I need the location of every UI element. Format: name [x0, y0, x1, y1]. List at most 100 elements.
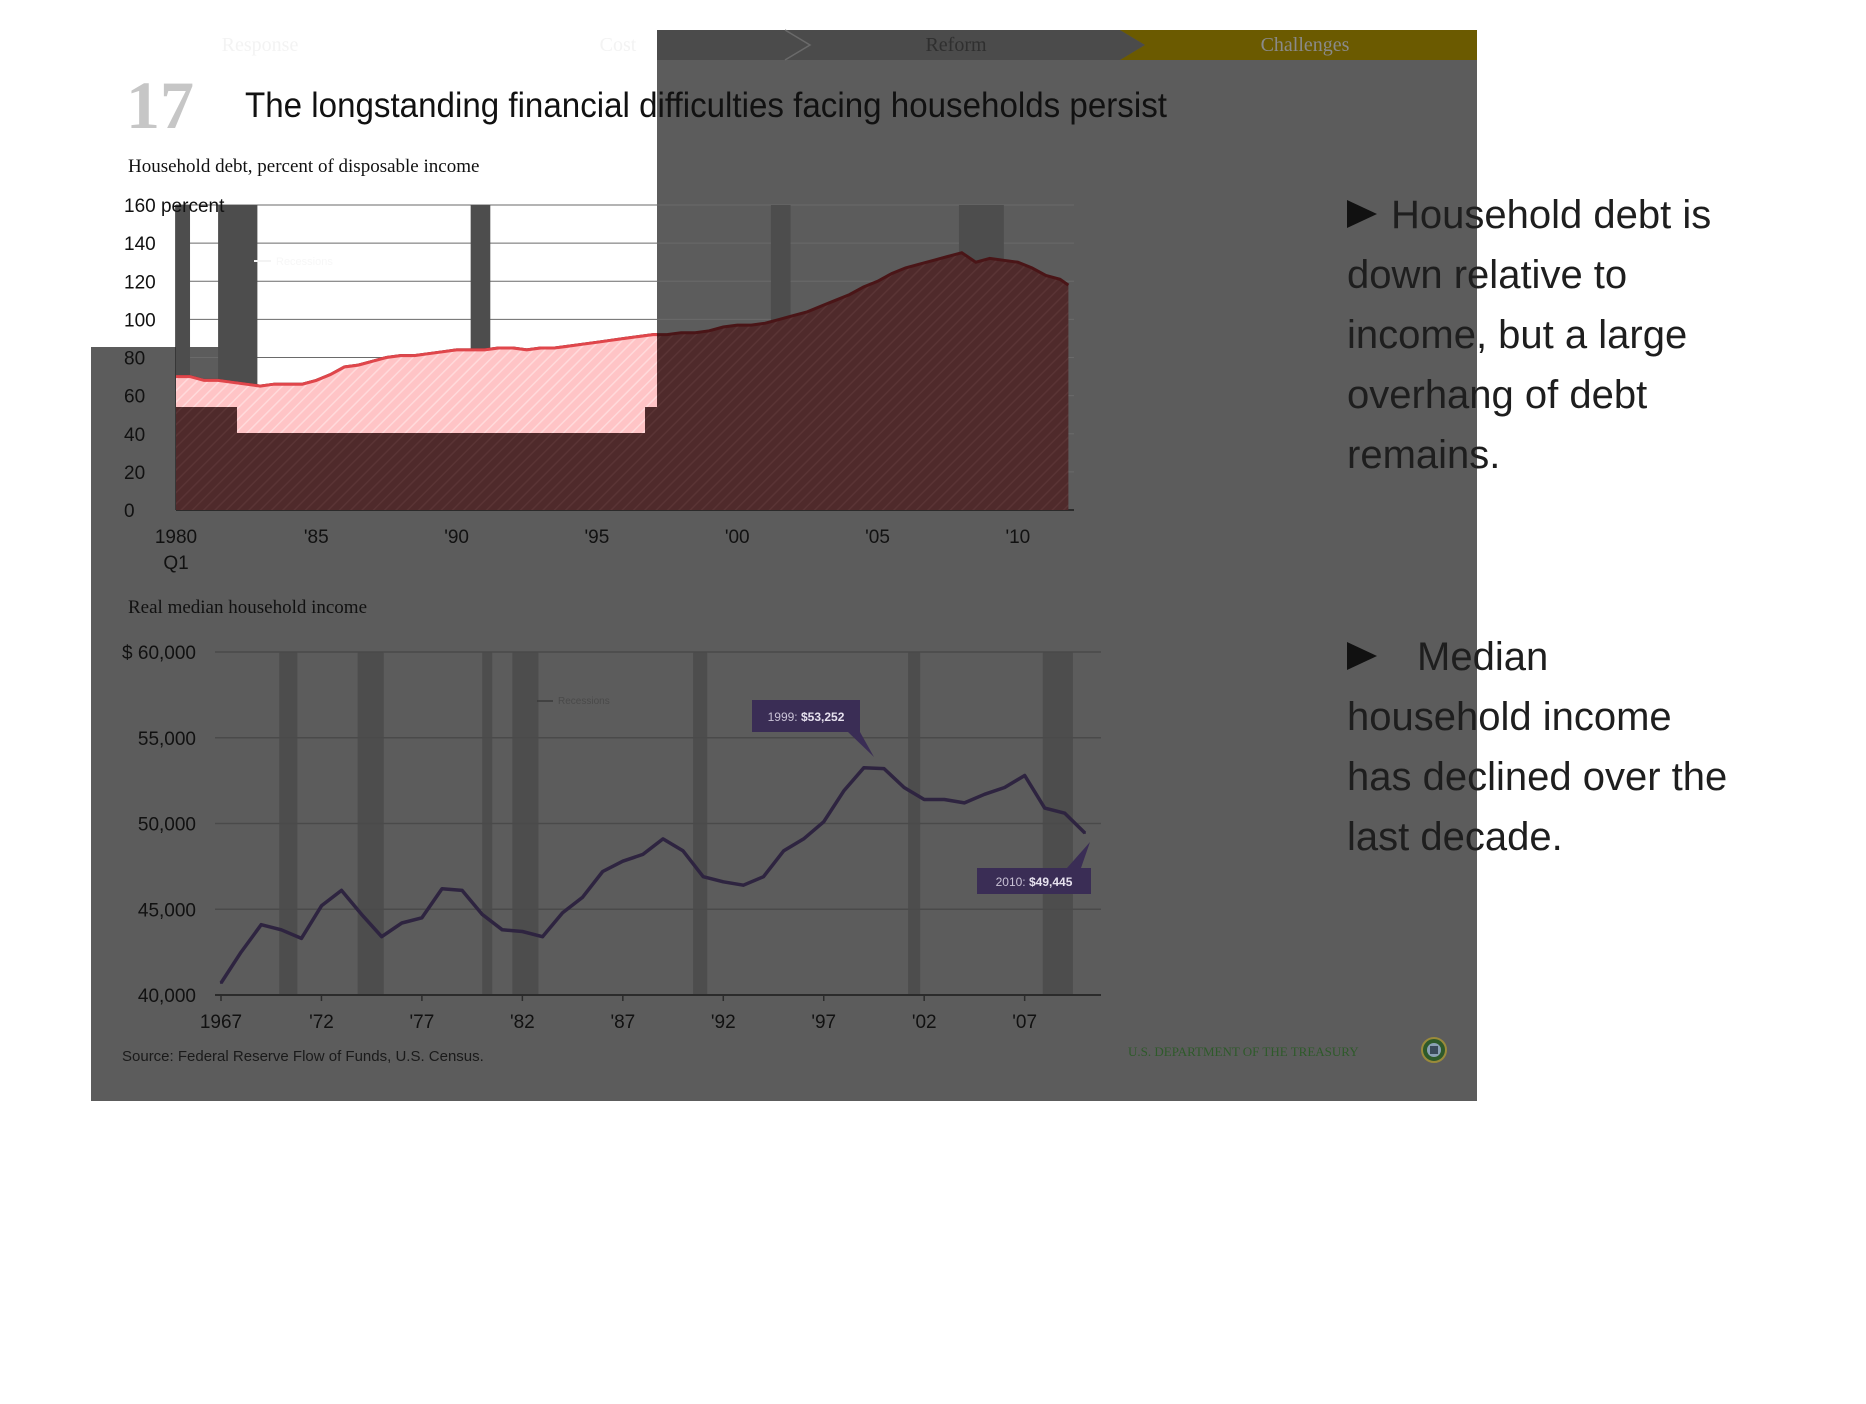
chart2-data-point — [782, 849, 785, 852]
chart2-series-line — [219, 765, 1087, 984]
chart2-x-tick-label: '07 — [1012, 1012, 1037, 1033]
chart1-x-tick-label: '95 — [585, 527, 610, 548]
chart2-x-tick-label: '77 — [410, 1012, 435, 1033]
chart1-legend-label: Recessions — [276, 256, 333, 268]
chart1-y-tick-label: 20 — [124, 463, 145, 484]
callout-2010: 2010: $49,445 — [977, 842, 1091, 894]
chart1-y-tick-label: 80 — [124, 349, 145, 370]
chart2-data-point — [862, 766, 865, 769]
chart2-x-tick-label: '82 — [510, 1012, 535, 1033]
svg-text:1999: $53,252: 1999: $53,252 — [768, 710, 845, 724]
callout-2010-value: $49,445 — [1029, 875, 1073, 889]
chart2-data-point — [240, 951, 243, 954]
chart1-y-tick-label: 100 — [124, 310, 156, 331]
slide-number: 17 — [126, 67, 194, 143]
chart2-data-point — [481, 913, 484, 916]
chart1-area-fill-highlight — [176, 252, 657, 433]
chart2-data-point — [380, 935, 383, 938]
chart1-x-tick-label: 1980 — [155, 527, 197, 548]
chart1-x-axis: 1980 Q1 '85 '90 '95 '00 '05 '10 — [155, 527, 1030, 574]
chart2-data-point — [581, 896, 584, 899]
chart2-y-tick-label: 50,000 — [138, 815, 196, 836]
play-arrow-icon — [1347, 200, 1377, 228]
chart2-data-point — [260, 923, 263, 926]
chart2-data-point — [762, 875, 765, 878]
chart2-data-point — [1063, 812, 1066, 815]
chart1-y-tick-label: 140 — [124, 234, 156, 255]
nav-tab-cost[interactable]: Cost — [600, 34, 637, 56]
chart2-data-point — [340, 889, 343, 892]
treasury-seal-icon — [1421, 1037, 1447, 1063]
callout-1999-value: $53,252 — [801, 710, 845, 724]
chart2-data-point — [300, 937, 303, 940]
chart1-x-tick-label: '00 — [725, 527, 750, 548]
nav-tab-response[interactable]: Response — [222, 34, 299, 56]
chart2-data-point — [1083, 832, 1086, 835]
chart2-data-point — [641, 853, 644, 856]
chart2-y-tick-label: $ 60,000 — [122, 643, 196, 664]
chart2-y-axis: $ 60,000 55,000 50,000 45,000 40,000 — [122, 643, 196, 1007]
chart2-data-point — [923, 798, 926, 801]
chart2-data-point — [702, 875, 705, 878]
chart2-data-point — [842, 789, 845, 792]
chart2-y-tick-label: 40,000 — [138, 986, 196, 1007]
chart2-data-point — [501, 928, 504, 931]
chart2-gridlines — [215, 651, 1101, 996]
chart2-data-point — [220, 981, 222, 984]
nav-tab-challenges[interactable]: Challenges — [1261, 34, 1350, 56]
nav-tab-reform[interactable]: Reform — [925, 34, 987, 56]
chart2-x-tick-label: '72 — [309, 1012, 334, 1033]
chart2-x-tick-label: '02 — [912, 1012, 937, 1033]
chart2-data-point — [1003, 786, 1006, 789]
chart2-data-point — [320, 904, 323, 907]
chart1-y-tick-label: 120 — [124, 272, 156, 293]
svg-text:2010: $49,445: 2010: $49,445 — [996, 875, 1073, 889]
chart2-y-tick-label: 45,000 — [138, 900, 196, 921]
bullet-household-debt: Household debt is down relative to incom… — [1347, 185, 1737, 485]
chart2-data-point — [802, 837, 805, 840]
chart2-data-point — [682, 849, 685, 852]
chart1-title: Household debt, percent of disposable in… — [128, 156, 479, 177]
chart2-data-point — [461, 889, 464, 892]
bullet-1-text: Household debt is down relative to incom… — [1347, 193, 1712, 477]
chart2-x-tick-label: '92 — [711, 1012, 736, 1033]
chart1-y-tick-label: 60 — [124, 387, 145, 408]
chart2-legend-label: Recessions — [558, 696, 610, 707]
callout-1999: 1999: $53,252 — [752, 700, 874, 757]
overlay-panel — [91, 30, 1477, 1101]
chart2-data-point — [621, 860, 624, 863]
chart1-series-line-highlight — [176, 251, 657, 388]
chart2-data-point — [883, 767, 886, 770]
callout-1999-label: 1999: — [768, 710, 798, 724]
source-note: Source: Federal Reserve Flow of Funds, U… — [122, 1048, 484, 1065]
chart2-data-point — [521, 930, 524, 933]
chart2-data-point — [943, 798, 946, 801]
chart2-x-axis: 1967 '72 '77 '82 '87 '92 '97 '02 '07 — [200, 995, 1037, 1033]
play-arrow-icon — [1347, 642, 1377, 670]
chart2-data-point — [1023, 774, 1026, 777]
chart2-data-point — [963, 801, 966, 804]
page-title: The longstanding financial difficulties … — [245, 86, 1167, 125]
chart2-data-point — [822, 820, 825, 823]
chart2-data-point — [541, 935, 544, 938]
chart2-data-point — [420, 916, 423, 919]
chart1-y-axis: 160 percent 140 120 100 80 60 40 20 0 — [124, 196, 225, 522]
chart1-y-tick-label: 160 percent — [124, 196, 225, 217]
chart2-data-point — [722, 880, 725, 883]
chart1-y-tick-label: 0 — [124, 501, 135, 522]
chart2-data-point — [561, 911, 564, 914]
chart2-data-point — [400, 921, 403, 924]
chart1-unfaded-region — [176, 251, 657, 433]
chart1-x-tick-label: '05 — [865, 527, 890, 548]
bullet-median-income: Median household income has declined ove… — [1347, 627, 1737, 867]
chart2-data-point — [662, 837, 665, 840]
chart2-data-point — [441, 887, 444, 890]
chart1-x-tick-label: '85 — [304, 527, 329, 548]
chart2-data-point — [280, 928, 283, 931]
chart2-data-point — [742, 884, 745, 887]
nav-bar: Response Cost Reform Challenges — [222, 29, 1477, 61]
bullet-2-text: Median household income has declined ove… — [1347, 635, 1728, 859]
chart2-y-tick-label: 55,000 — [138, 729, 196, 750]
chart2-data-point — [983, 793, 986, 796]
